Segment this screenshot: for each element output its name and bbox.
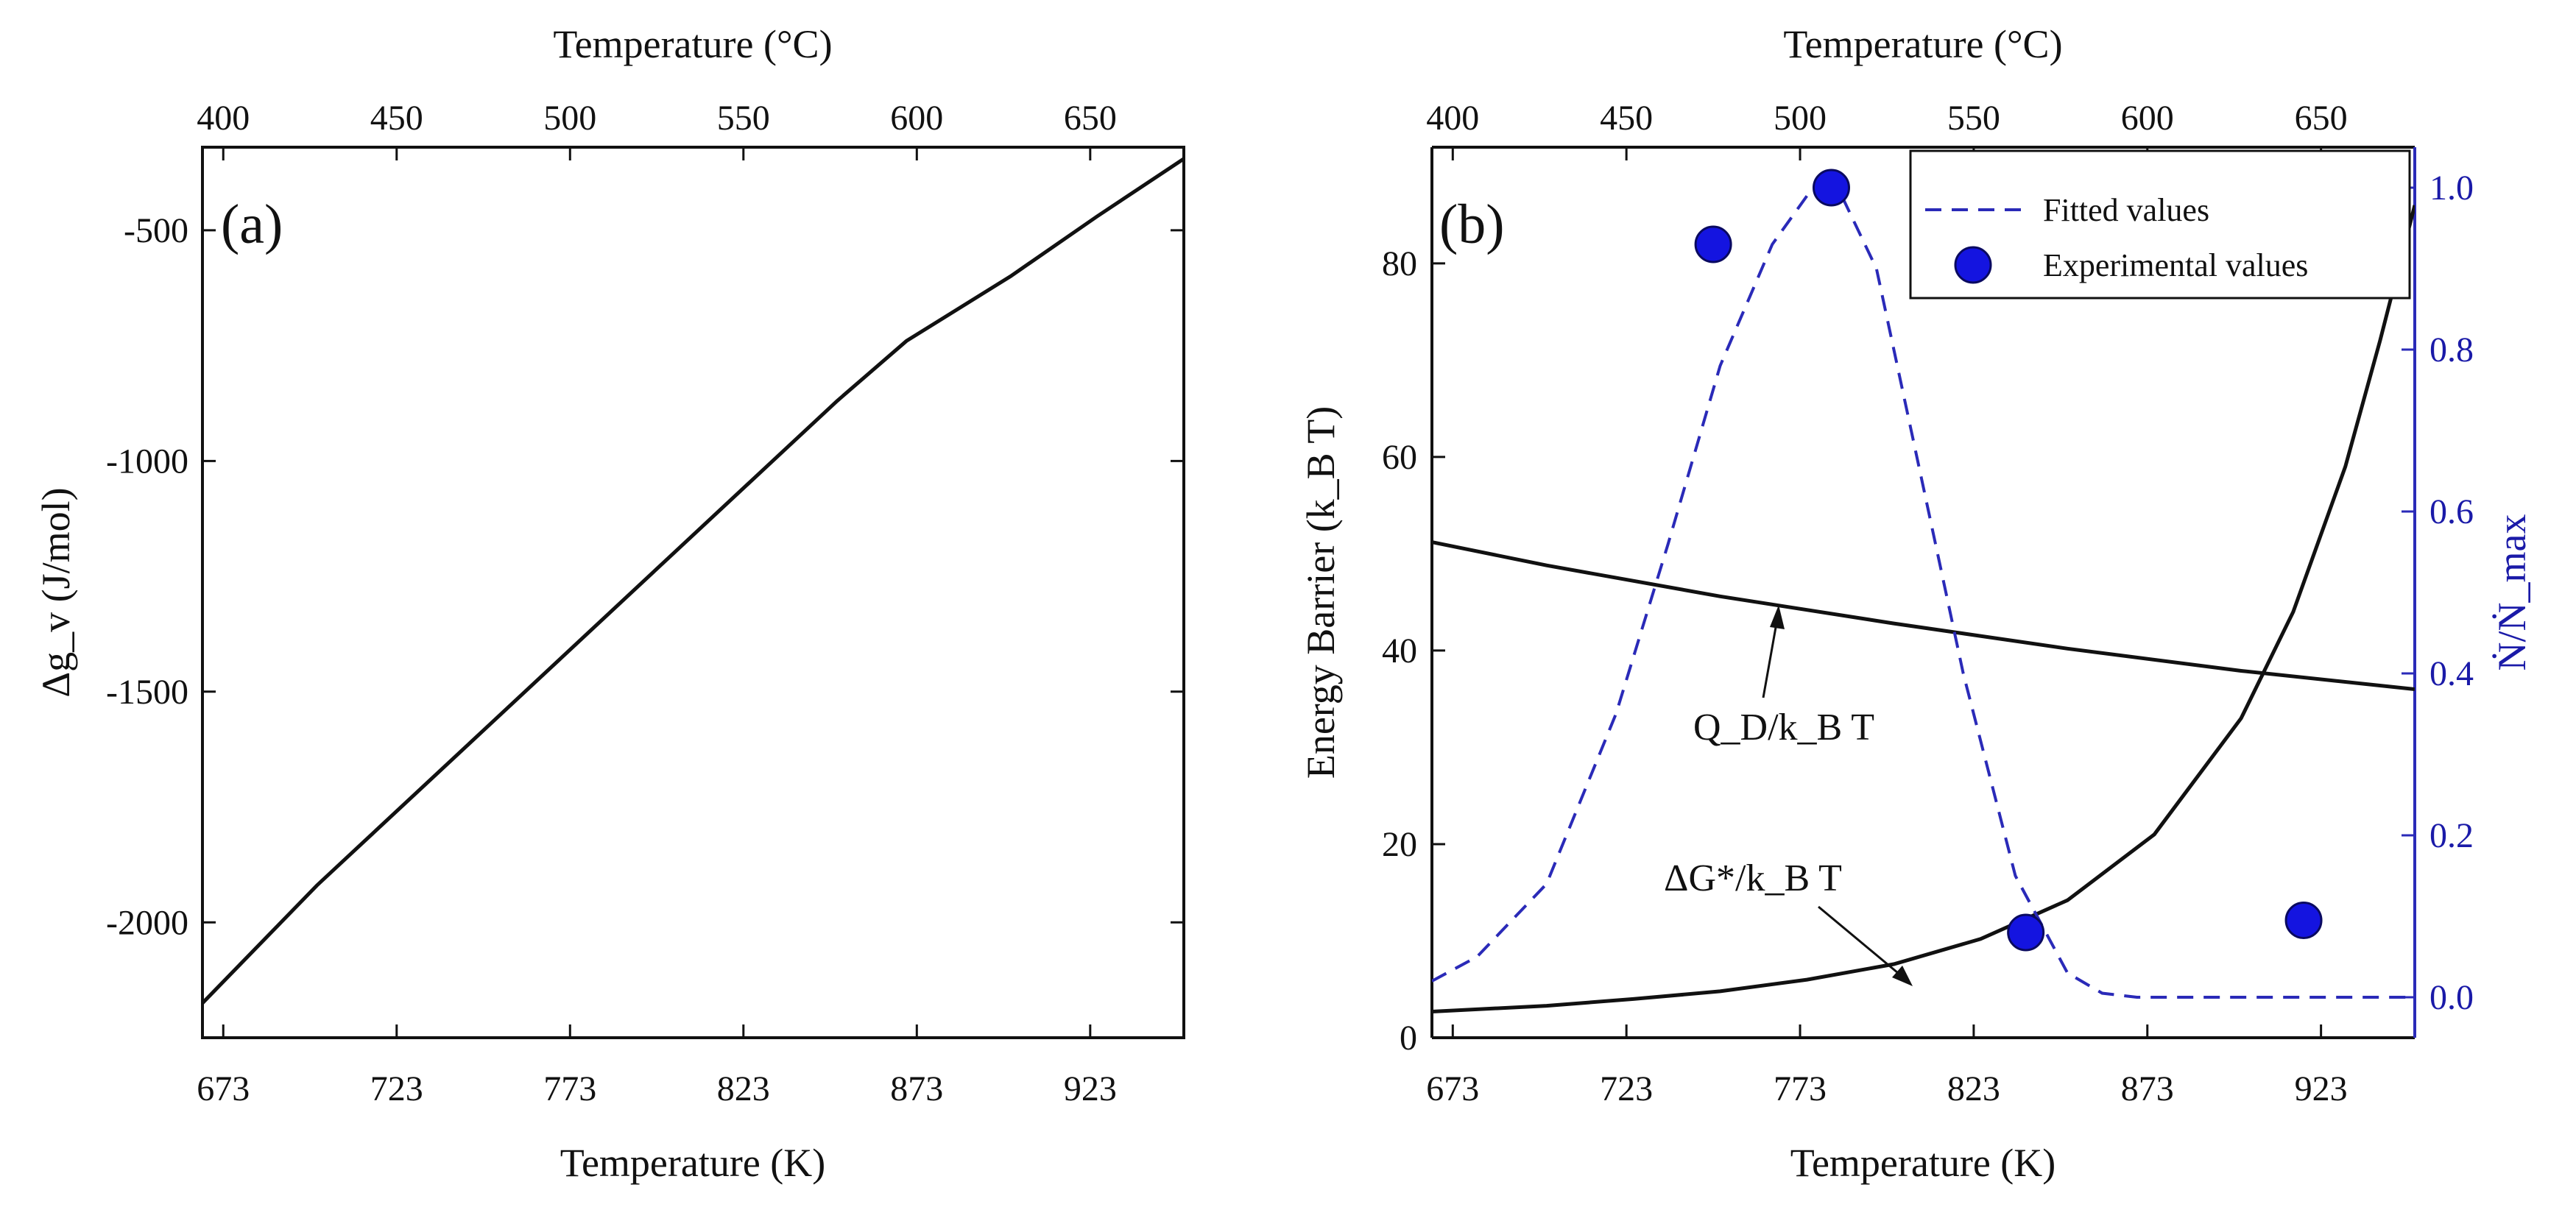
experimental-point [1694,225,1732,263]
experimental-point [2284,902,2323,939]
top-tick-label: 650 [1064,99,1117,138]
top-tick-label: 550 [717,99,770,138]
legend-experimental-label: Experimental values [2043,247,2308,283]
y2-tick-label: 0.2 [2429,816,2474,855]
x-tick-label: 923 [1064,1069,1117,1108]
y-tick-label: -2000 [106,903,188,942]
y-tick-label: -500 [124,211,188,250]
panel-b-annotations: Q_D/k_B T ΔG*/k_B T [1664,605,1913,986]
y-tick-label: 60 [1382,438,1417,477]
panel-b-experimental-points [1694,169,2323,952]
x-tick-label: 873 [890,1069,943,1108]
energy-barrier-line [1432,540,2415,691]
top-tick-label: 550 [1947,99,2000,138]
legend-experimental-swatch [1954,246,1992,284]
experimental-point [2007,913,2045,952]
top-tick-label: 450 [370,99,423,138]
y2-tick-label: 0.6 [2429,492,2474,531]
panel-b-series [1432,194,2415,1013]
panel-b-chart: 673 723 773 823 873 923 400 450 500 550 600 650 0 20 4… [1299,22,2534,1185]
y-tick-label: -1500 [106,673,188,712]
x-tick-label: 873 [2121,1069,2174,1108]
x-tick-label: 923 [2295,1069,2348,1108]
panel-a-series [202,157,1184,1005]
x-tick-label: 723 [1600,1069,1653,1108]
top-tick-label: 600 [2121,99,2174,138]
panel-a-series-line [202,157,1184,1005]
panel-a-bottom-axis-title: Temperature (K) [560,1141,826,1185]
y2-tick-label: 0.4 [2429,654,2474,693]
panel-a-top-axis-title: Temperature (°C) [553,22,832,66]
x-tick-label: 673 [1426,1069,1479,1108]
x-tick-label: 723 [370,1069,423,1108]
x-tick-label: 823 [717,1069,770,1108]
top-tick-label: 500 [543,99,596,138]
fitted-values-line [1432,194,2415,999]
panel-a-label: (a) [221,194,283,255]
panel-a-chart: 673 723 773 823 873 923 400 450 500 550 600 650 -200… [34,22,1185,1185]
legend-box [1909,149,2411,300]
panel-b-label: (b) [1439,194,1505,255]
annotation-dg-arrowhead [1892,966,1913,986]
x-tick-label: 773 [543,1069,596,1108]
y-tick-label: 0 [1400,1019,1417,1058]
energy-barrier-line [1432,205,2415,1013]
panel-b-bottom-axis-title: Temperature (K) [1790,1141,2056,1185]
x-tick-label: 673 [197,1069,250,1108]
top-tick-label: 450 [1600,99,1653,138]
panel-a-frame [201,146,1185,1039]
top-tick-label: 400 [197,99,250,138]
annotation-dg: ΔG*/k_B T [1664,857,1842,899]
top-tick-label: 400 [1426,99,1479,138]
y2-tick-label: 1.0 [2429,169,2474,208]
legend-fitted-label: Fitted values [2043,192,2209,228]
x-tick-label: 823 [1947,1069,2000,1108]
panel-b-top-axis-title: Temperature (°C) [1783,22,2062,66]
y-tick-label: 80 [1382,244,1417,283]
annotation-qd-arrowhead [1770,605,1785,629]
panel-a-ticks: 673 723 773 823 873 923 400 450 500 550 600 650 -200… [106,99,1184,1108]
y2-tick-label: 0.8 [2429,330,2474,369]
panel-b-ticks: 673 723 773 823 873 923 400 450 500 550 600 650 0 20 4… [1382,99,2474,1108]
panel-b-right-axis-title: Ṅ/Ṅ_max [2490,514,2534,671]
top-tick-label: 500 [1774,99,1827,138]
y-tick-label: 40 [1382,631,1417,670]
y2-tick-label: 0.0 [2429,978,2474,1017]
y-tick-label: -1000 [106,442,188,481]
top-tick-label: 650 [2295,99,2348,138]
top-tick-label: 600 [890,99,943,138]
experimental-point [1812,169,1850,207]
y-tick-label: 20 [1382,825,1417,864]
panel-a-y-axis-title: Δg_v (J/mol) [34,487,78,697]
panel-b-left-axis-title: Energy Barrier (k_B T) [1299,406,1343,779]
annotation-qd: Q_D/k_B T [1693,707,1874,748]
annotation-dg-arrow [1818,905,1908,982]
x-tick-label: 773 [1774,1069,1827,1108]
panel-b-legend: Fitted values Experimental values [1909,149,2411,300]
